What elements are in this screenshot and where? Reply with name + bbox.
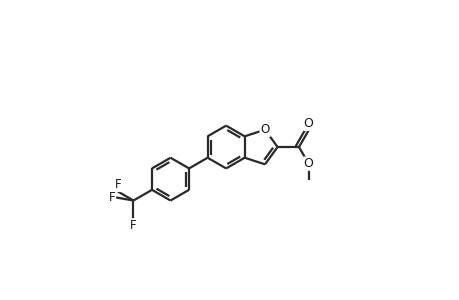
Text: O: O <box>303 117 313 130</box>
Text: F: F <box>130 219 136 232</box>
Text: O: O <box>303 157 313 170</box>
Text: F: F <box>109 191 115 204</box>
Text: O: O <box>260 123 269 136</box>
Text: F: F <box>114 178 121 191</box>
Text: F: F <box>114 178 121 191</box>
